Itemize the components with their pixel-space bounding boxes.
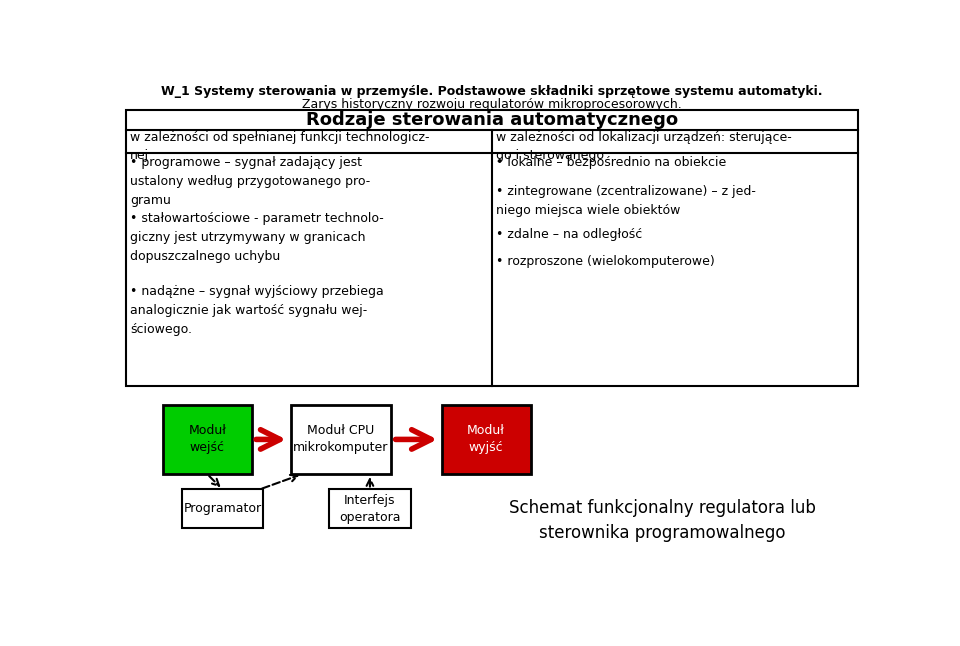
Bar <box>329 490 411 528</box>
Text: w zależności od spełnianej funkcji technologicz-
nej: w zależności od spełnianej funkcji techn… <box>130 131 429 162</box>
Text: Moduł
wejść: Moduł wejść <box>188 424 227 454</box>
Text: • nadążne – sygnał wyjściowy przebiega
analogicznie jak wartość sygnału wej-
ści: • nadążne – sygnał wyjściowy przebiega a… <box>130 286 384 337</box>
Text: Rodzaje sterowania automatycznego: Rodzaje sterowania automatycznego <box>306 111 678 129</box>
Text: • programowe – sygnał zadający jest
ustalony według przygotowanego pro-
gramu: • programowe – sygnał zadający jest usta… <box>130 156 371 207</box>
Text: W_1 Systemy sterowania w przemyśle. Podstawowe składniki sprzętowe systemu autom: W_1 Systemy sterowania w przemyśle. Pods… <box>161 85 823 98</box>
Text: Schemat funkcjonalny regulatora lub
sterownika programowalnego: Schemat funkcjonalny regulatora lub ster… <box>509 499 816 542</box>
Text: Moduł CPU
mikrokomputer: Moduł CPU mikrokomputer <box>293 424 389 454</box>
Bar <box>442 405 531 474</box>
Text: • stałowartościowe - parametr technolo-
giczny jest utrzymywany w granicach
dopu: • stałowartościowe - parametr technolo- … <box>130 213 384 264</box>
Bar <box>126 110 858 386</box>
Text: w zależności od lokalizacji urządzeń: sterujące-
go i sterowanego: w zależności od lokalizacji urządzeń: st… <box>496 131 792 162</box>
Text: Zarys historyczny rozwoju regulatorów mikroprocesorowych.: Zarys historyczny rozwoju regulatorów mi… <box>302 98 682 110</box>
Bar <box>162 405 252 474</box>
Text: • zintegrowane (zcentralizowane) – z jed-
niego miejsca wiele obiektów: • zintegrowane (zcentralizowane) – z jed… <box>496 185 756 217</box>
Text: Programator: Programator <box>183 502 262 516</box>
Text: Moduł
wyjść: Moduł wyjść <box>468 424 505 454</box>
Bar <box>182 490 263 528</box>
Text: • zdalne – na odległość: • zdalne – na odległość <box>496 227 642 241</box>
Bar <box>291 405 392 474</box>
Text: Interfejs
operatora: Interfejs operatora <box>339 494 400 524</box>
Text: • lokalne – bezpośrednio na obiekcie: • lokalne – bezpośrednio na obiekcie <box>496 156 726 169</box>
Text: • rozproszone (wielokomputerowe): • rozproszone (wielokomputerowe) <box>496 255 714 267</box>
